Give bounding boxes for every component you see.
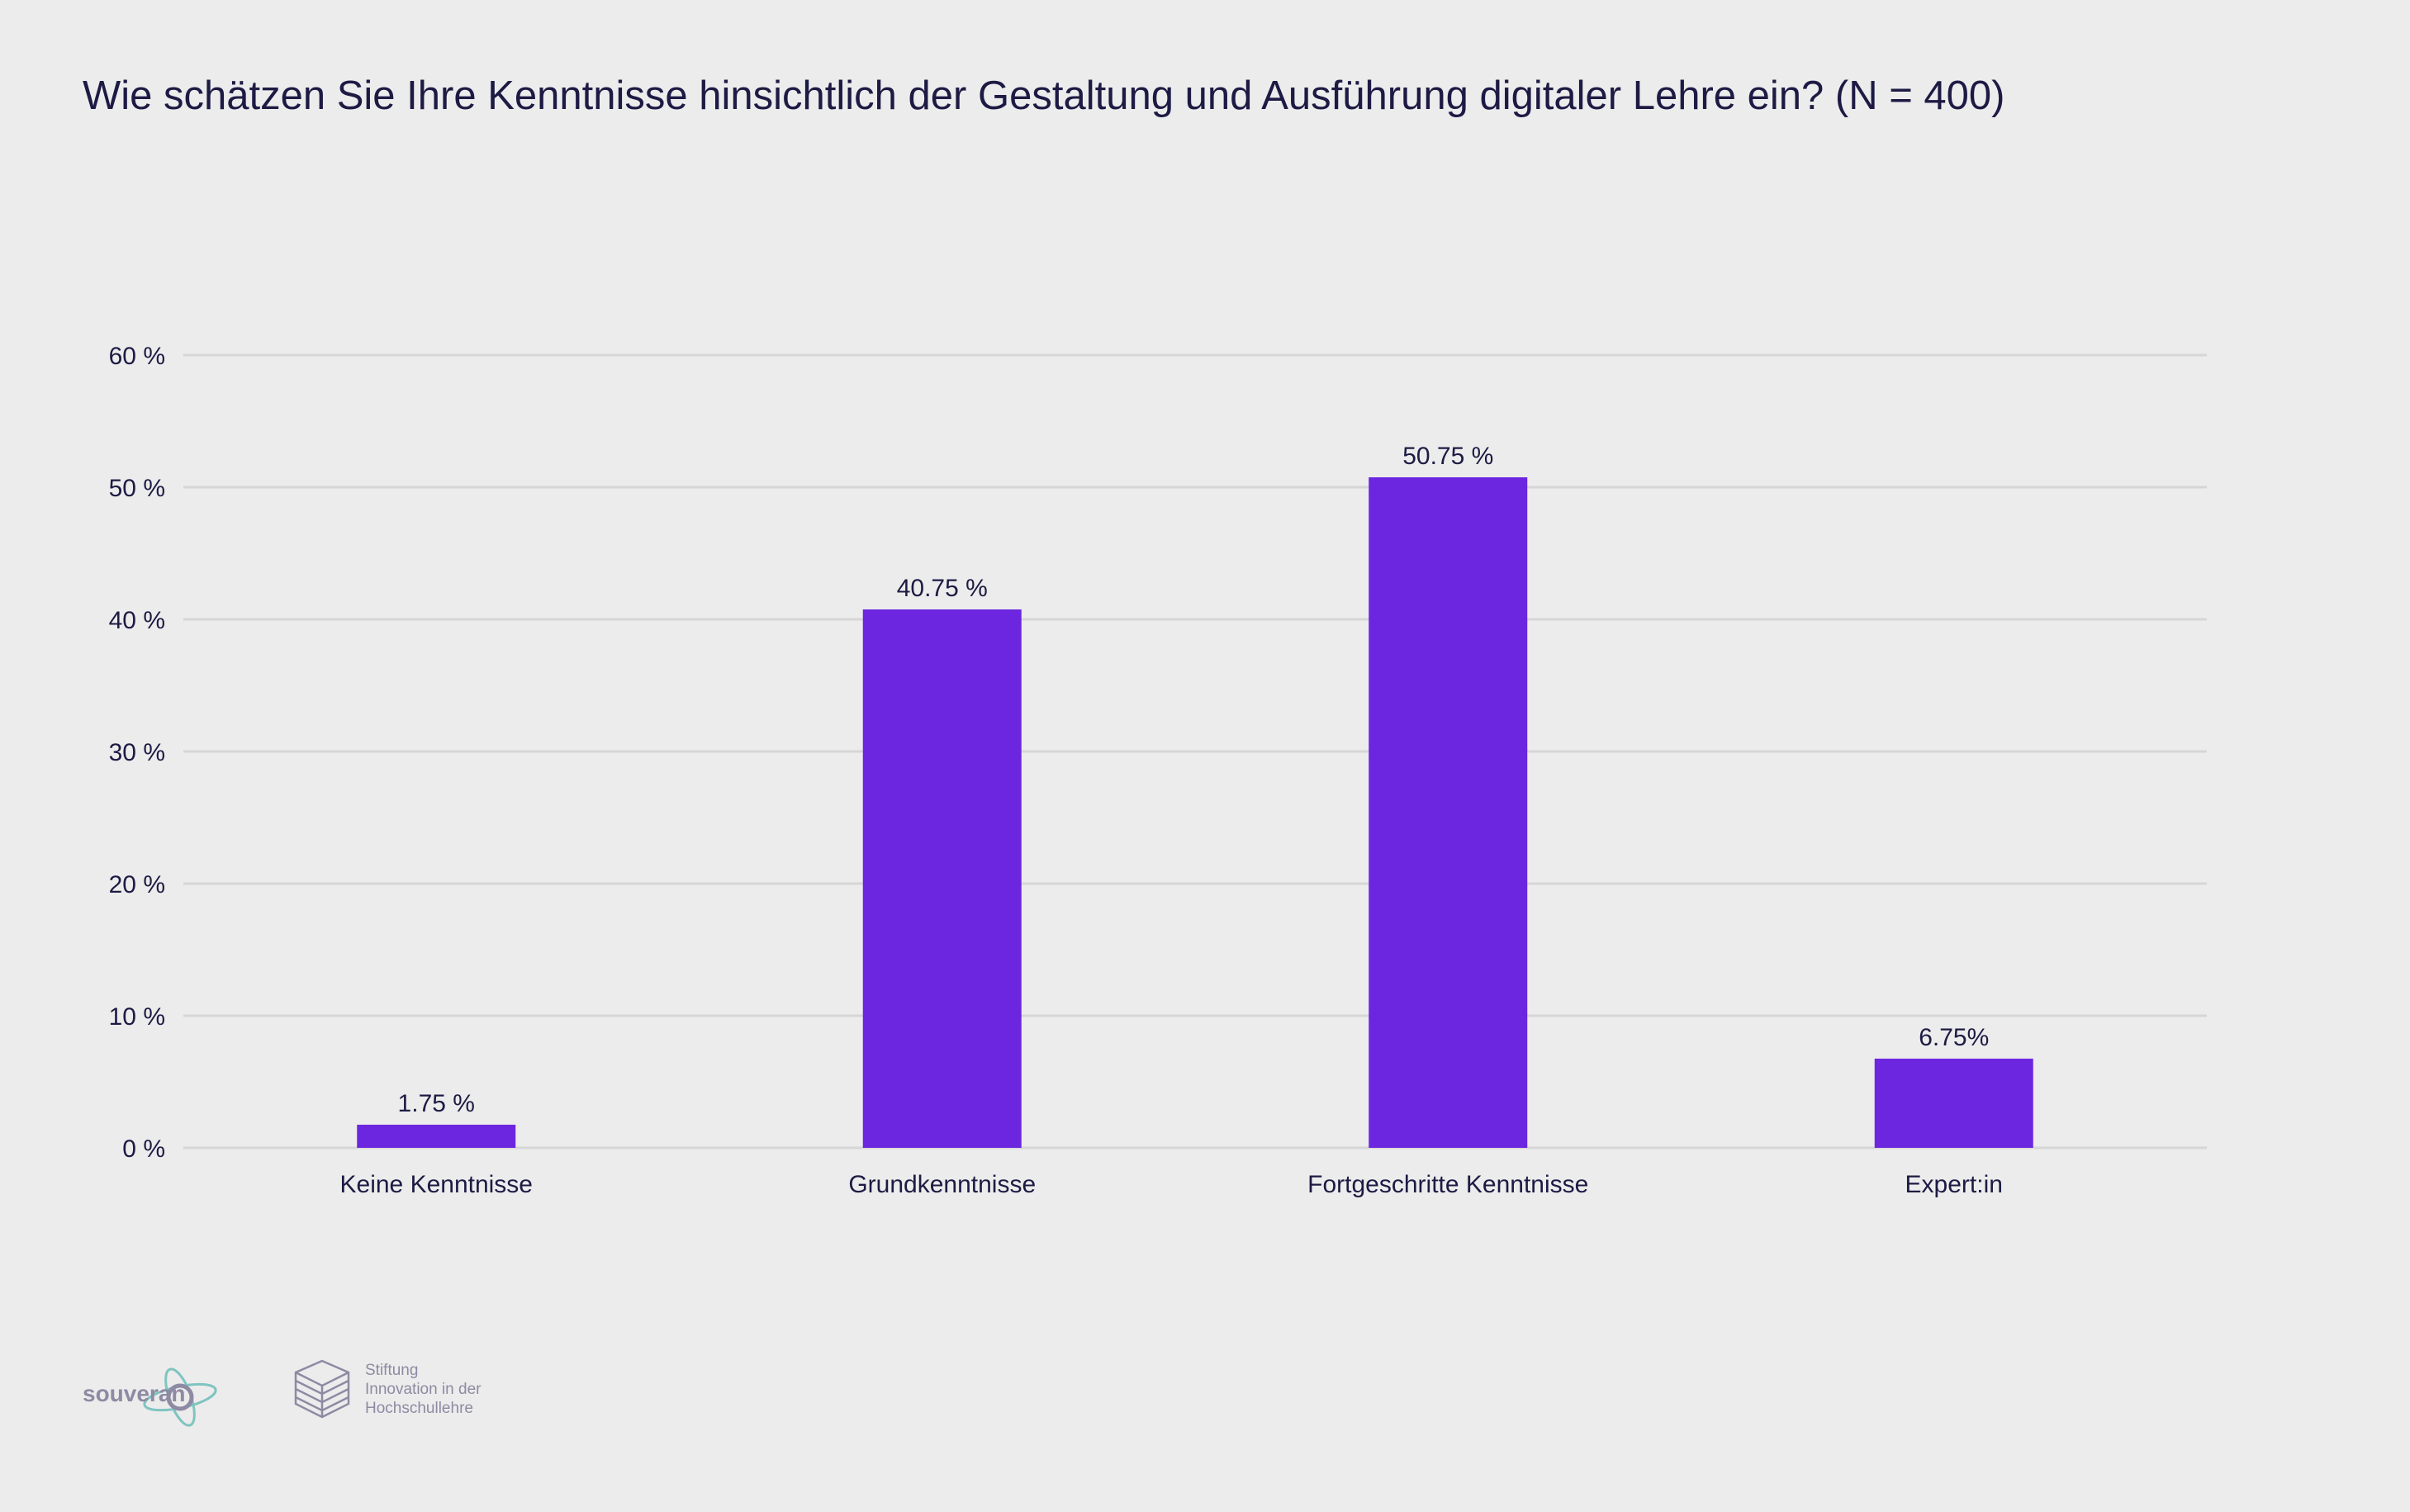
x-tick-label: Grundkenntnisse [848,1171,1036,1198]
souveran-wordmark: souveran [83,1381,186,1406]
y-tick-label: 50 % [109,475,165,502]
bar [357,1125,516,1148]
x-tick-label: Expert:in [1905,1171,2003,1198]
x-tick-label: Keine Kenntnisse [340,1171,534,1198]
bar [1369,477,1528,1148]
data-label: 50.75 % [1402,443,1493,470]
stiftung-wordmark: Stiftung Innovation in der Hochschullehr… [365,1361,482,1418]
y-tick-label: 60 % [109,343,165,370]
stiftung-line-3: Hochschullehre [365,1400,473,1417]
x-tick-label: Fortgeschritte Kenntnisse [1307,1171,1588,1198]
souveran-orbit-icon [143,1367,217,1427]
bar [1874,1059,2033,1148]
souveran-logo: souveran [81,1358,238,1432]
stiftung-cube-icon [294,1359,350,1419]
y-tick-label: 40 % [109,607,165,634]
stiftung-line-1: Stiftung [365,1362,419,1379]
y-tick-label: 10 % [109,1003,165,1031]
chart-title: Wie schätzen Sie Ihre Kenntnisse hinsich… [83,73,2005,118]
y-tick-label: 20 % [109,871,165,898]
bar [862,609,1022,1148]
stiftung-line-2: Innovation in der [365,1381,482,1398]
data-label: 40.75 % [897,575,988,602]
data-label: 1.75 % [398,1090,475,1117]
data-label: 6.75% [1919,1024,1989,1051]
y-tick-label: 0 % [122,1135,165,1163]
stiftung-logo: Stiftung Innovation in der Hochschullehr… [289,1354,520,1429]
y-tick-label: 30 % [109,739,165,766]
